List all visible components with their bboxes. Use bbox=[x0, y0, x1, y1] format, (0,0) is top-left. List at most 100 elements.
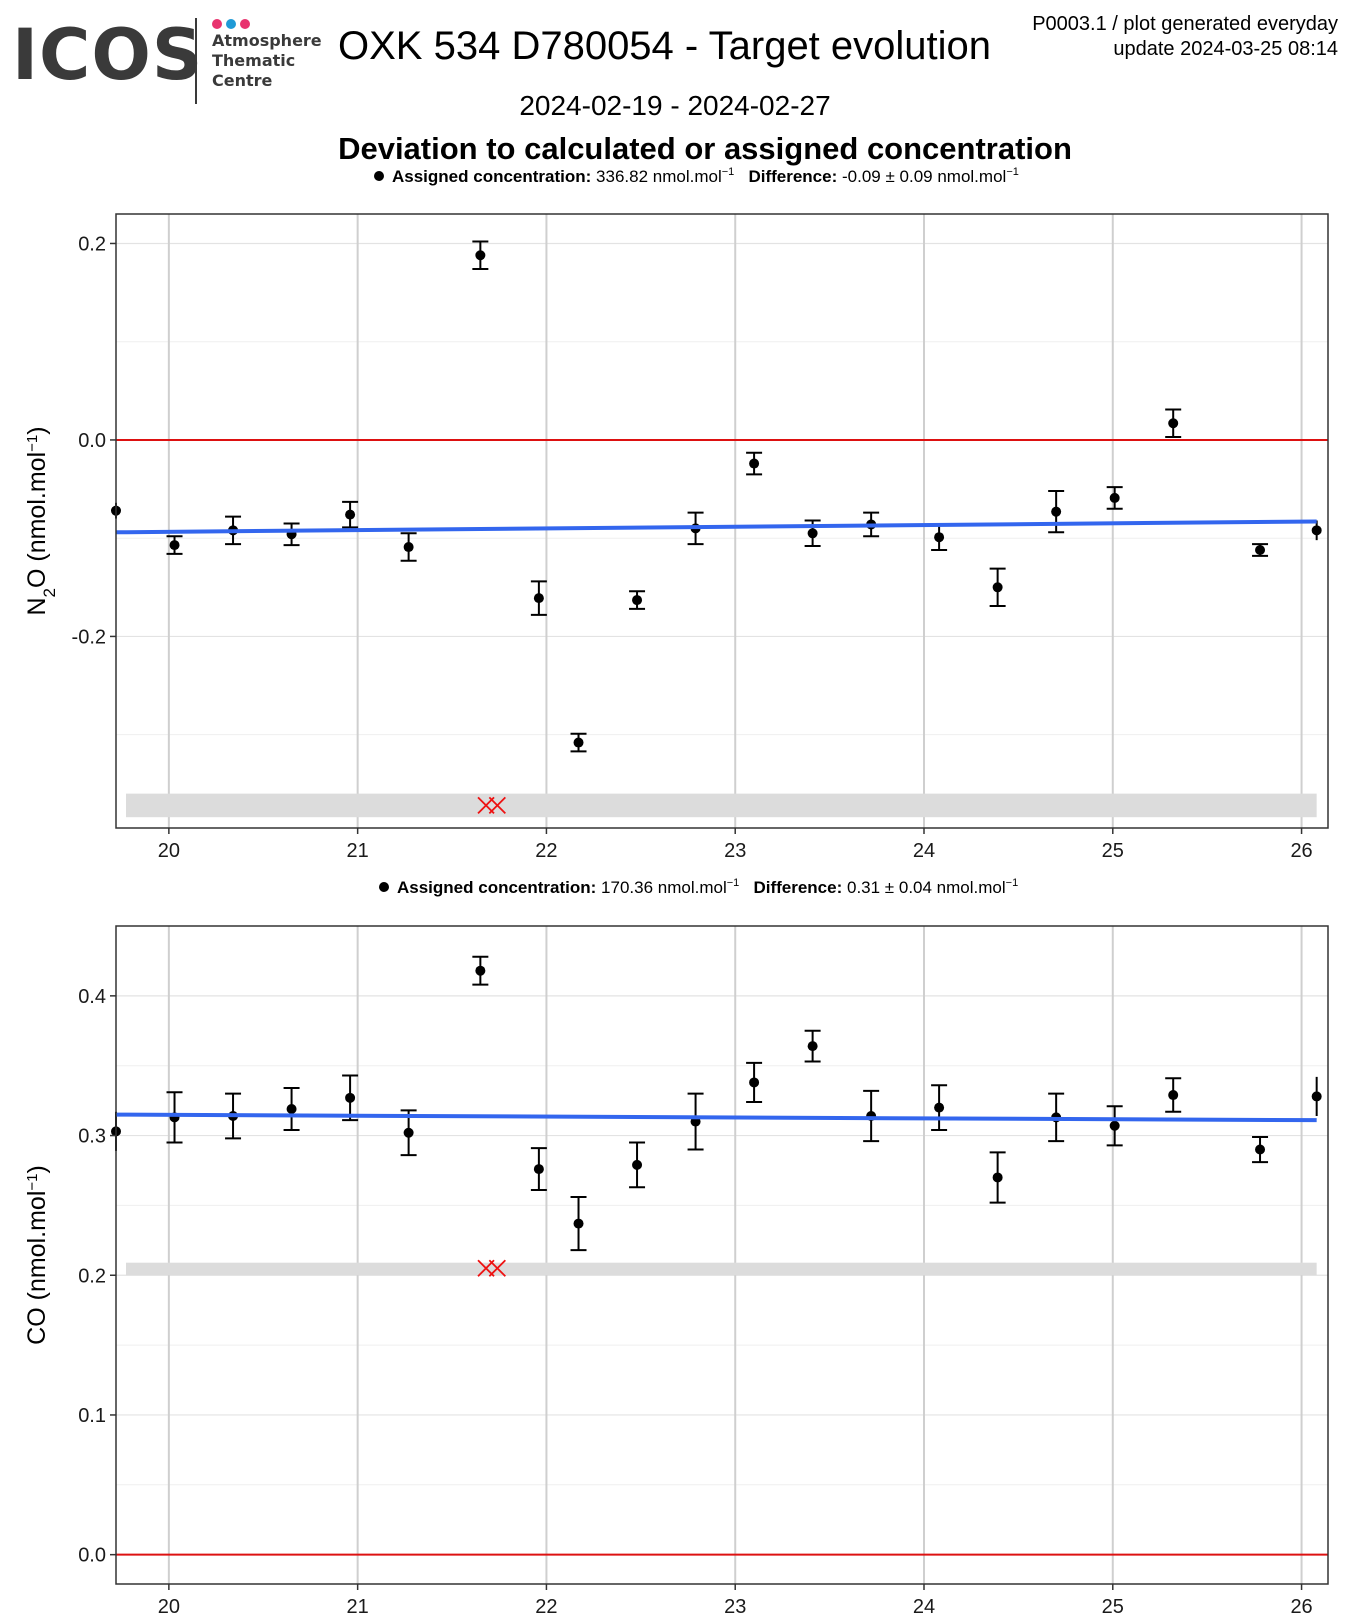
legend-co-marker bbox=[379, 882, 389, 892]
logo-dot-1 bbox=[212, 19, 222, 29]
n2o-data-point bbox=[570, 732, 587, 753]
co-point-marker bbox=[749, 1077, 760, 1088]
co-plot-area bbox=[116, 926, 1328, 1584]
n2o-point-marker bbox=[1051, 506, 1062, 517]
n2o-data-point bbox=[1106, 486, 1123, 510]
n2o-y-title-main: N bbox=[23, 597, 51, 615]
chart-subtitle: Deviation to calculated or assigned conc… bbox=[338, 131, 1072, 166]
n2o-panel-border bbox=[115, 213, 1329, 829]
co-point-marker bbox=[345, 1092, 356, 1103]
co-point-marker bbox=[632, 1159, 643, 1170]
legend-n2o-difference-exp: −1 bbox=[1006, 166, 1019, 178]
co-point-marker bbox=[1109, 1120, 1120, 1131]
co-point-marker bbox=[403, 1127, 414, 1138]
n2o-trend-line bbox=[115, 519, 1317, 535]
plot-meta: P0003.1 / plot generated everyday update… bbox=[1032, 12, 1338, 62]
co-point-marker bbox=[533, 1164, 544, 1175]
n2o-data-point bbox=[1252, 543, 1269, 557]
n2o-data-point bbox=[530, 580, 547, 616]
legend-co-assigned-label: Assigned concentration: bbox=[397, 878, 597, 897]
co-y-tick-label: 0.0 bbox=[78, 1545, 106, 1567]
co-data-point bbox=[342, 1074, 359, 1122]
logo-divider bbox=[195, 18, 197, 104]
n2o-y-title-sub: 2 bbox=[40, 588, 59, 597]
co-x-tick-label: 23 bbox=[724, 1596, 746, 1618]
co-data-point bbox=[931, 1084, 948, 1131]
co-point-marker bbox=[1311, 1091, 1322, 1102]
n2o-point-marker bbox=[992, 582, 1003, 593]
co-point-marker bbox=[573, 1218, 584, 1229]
co-panel-border bbox=[115, 925, 1329, 1585]
n2o-data-point bbox=[629, 590, 646, 610]
co-data-point bbox=[746, 1061, 763, 1104]
n2o-point-marker bbox=[1109, 492, 1120, 503]
n2o-point-marker bbox=[632, 595, 643, 606]
co-flag-band bbox=[126, 1262, 1317, 1276]
n2o-flag-stroke bbox=[488, 796, 506, 815]
co-y-title-main: CO (nmol.mol bbox=[23, 1191, 51, 1345]
co-x-tick-label: 20 bbox=[158, 1596, 180, 1618]
page-title: OXK 534 D780054 - Target evolution bbox=[338, 24, 992, 68]
legend-n2o-marker bbox=[374, 171, 384, 181]
co-data-point bbox=[570, 1196, 587, 1252]
n2o-point-marker bbox=[749, 458, 760, 469]
n2o-point-marker bbox=[807, 528, 818, 539]
n2o-x-tick-label: 23 bbox=[724, 840, 746, 862]
n2o-point-marker bbox=[533, 593, 544, 604]
n2o-panel: 20 21 22 23 24 25 26 -0.2 0.0 0.2 N2O (nmol.mol−1) bbox=[23, 213, 1329, 862]
co-point-marker bbox=[1168, 1090, 1179, 1101]
co-y-tick-label: 0.3 bbox=[78, 1126, 106, 1148]
n2o-y-title-sup: −1 bbox=[24, 435, 41, 452]
legend-n2o: Assigned concentration: 336.82 nmol.mol−… bbox=[374, 166, 1019, 187]
logo-dot-2 bbox=[226, 19, 236, 29]
n2o-point-marker bbox=[345, 509, 356, 520]
co-x-tick-label: 25 bbox=[1102, 1596, 1124, 1618]
page-header: ICOS Atmosphere Thematic Centre OXK 534 … bbox=[0, 0, 1350, 200]
n2o-y-tick-label: 0.0 bbox=[78, 430, 106, 452]
n2o-x-tick-label: 22 bbox=[535, 840, 557, 862]
n2o-data-point bbox=[989, 567, 1006, 607]
co-flag-marker bbox=[488, 1259, 506, 1277]
centre-line-1: Atmosphere bbox=[212, 31, 322, 50]
n2o-data-point bbox=[1165, 408, 1182, 439]
co-x-tick-label: 24 bbox=[913, 1596, 935, 1618]
centre-line-3: Centre bbox=[212, 71, 273, 90]
legend-n2o-assigned-value: 336.82 nmol.mol bbox=[596, 167, 722, 186]
meta-update: update 2024-03-25 08:14 bbox=[1113, 38, 1338, 60]
co-x-tick-label: 21 bbox=[347, 1596, 369, 1618]
legend-co: Assigned concentration: 170.36 nmol.mol−… bbox=[379, 877, 1018, 898]
co-point-marker bbox=[286, 1104, 297, 1115]
co-data-point bbox=[989, 1151, 1006, 1204]
n2o-y-axis-title: N2O (nmol.mol−1) bbox=[23, 426, 59, 615]
co-data-point bbox=[283, 1087, 300, 1131]
co-panel: 20 21 22 23 24 25 26 0.0 0.1 0.2 0.3 0.4 CO (nmol.mo… bbox=[23, 925, 1329, 1618]
legend-n2o-difference-value: -0.09 ± 0.09 nmol.mol bbox=[842, 167, 1007, 186]
n2o-data-point bbox=[342, 500, 359, 529]
n2o-point-marker bbox=[1255, 544, 1266, 555]
n2o-data-point bbox=[400, 532, 417, 562]
legend-co-difference-value: 0.31 ± 0.04 nmol.mol bbox=[847, 878, 1006, 897]
co-x-tick-label: 26 bbox=[1290, 1596, 1312, 1618]
n2o-x-tick-label: 24 bbox=[913, 840, 935, 862]
logo-dots-icon bbox=[212, 16, 254, 34]
n2o-flag-marker bbox=[488, 796, 506, 815]
co-y-tick-label: 0.2 bbox=[78, 1265, 106, 1287]
co-y-title-end: ) bbox=[23, 1165, 51, 1173]
n2o-plot-area bbox=[116, 214, 1328, 828]
legend-n2o-difference-label: Difference: bbox=[748, 167, 838, 186]
n2o-point-marker bbox=[934, 532, 945, 543]
n2o-data-point bbox=[746, 451, 763, 476]
co-point-marker bbox=[934, 1102, 945, 1113]
co-point-marker bbox=[475, 965, 486, 976]
legend-n2o-assigned-exp: −1 bbox=[721, 166, 735, 178]
co-y-title-sup: −1 bbox=[24, 1174, 41, 1191]
n2o-flag-band bbox=[126, 793, 1317, 818]
n2o-point-marker bbox=[1311, 525, 1322, 536]
co-point-marker bbox=[807, 1041, 818, 1052]
n2o-point-marker bbox=[573, 737, 584, 748]
co-data-point bbox=[804, 1029, 821, 1063]
co-data-point bbox=[1311, 1076, 1322, 1116]
n2o-point-marker bbox=[169, 540, 180, 551]
legend-co-assigned-exp: −1 bbox=[726, 877, 740, 889]
